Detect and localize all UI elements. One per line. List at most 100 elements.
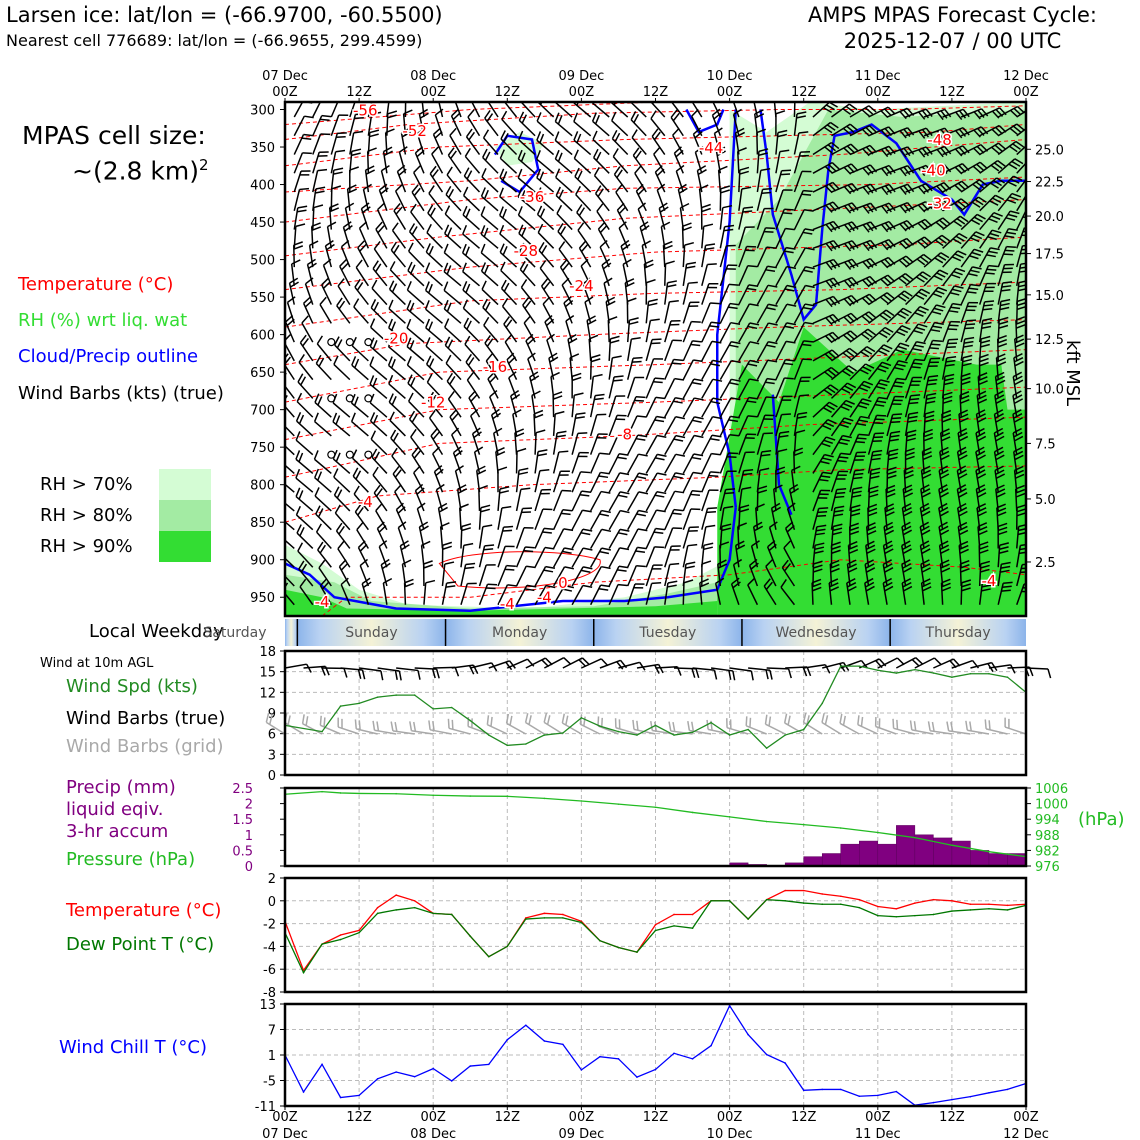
wind-barb (692, 127, 703, 155)
wind-barb (429, 165, 444, 193)
wind-barb (293, 205, 308, 230)
barb-feather (482, 148, 488, 158)
wind-barb (756, 449, 772, 474)
barb-feather (825, 104, 835, 111)
barb-feather (602, 262, 612, 270)
wind-barb (499, 149, 518, 174)
wind-barb (315, 523, 332, 549)
barb-feather (838, 456, 849, 459)
wind-barb (344, 202, 355, 230)
barb-feather (701, 203, 711, 209)
barb-feather (402, 559, 412, 565)
barb-feather (359, 243, 367, 252)
wind-barb (627, 472, 649, 493)
wind-barb (812, 418, 837, 437)
barb-feather (712, 378, 723, 382)
barb-shaft (428, 193, 444, 212)
barb-feather (333, 486, 340, 496)
barb-feather (406, 300, 412, 310)
barb-shaft (463, 195, 481, 212)
wind-barb (790, 465, 801, 493)
barb-feather (596, 203, 604, 212)
barb-feather (323, 717, 326, 727)
barb-feather (559, 259, 568, 268)
barb-feather (728, 283, 739, 286)
wind-barb (574, 167, 592, 193)
barb-shaft (314, 420, 332, 437)
barb-feather (406, 92, 415, 95)
barb-shaft (378, 546, 388, 568)
barb-feather (825, 280, 833, 289)
barb-feather (499, 149, 505, 159)
wind-barb (552, 450, 569, 474)
wind-barb (340, 577, 351, 606)
barb-feather (824, 353, 833, 361)
barb-feather (476, 465, 486, 472)
barb-shaft (783, 547, 796, 568)
barb-feather (411, 226, 418, 236)
barb-shaft (790, 470, 796, 493)
barb-feather (601, 258, 611, 266)
barb-feather (656, 168, 665, 177)
barb-feather (617, 532, 628, 536)
barb-feather (464, 335, 471, 345)
barb-feather (704, 247, 715, 251)
wind-barb (371, 279, 388, 306)
bottom-axis-date: 08 Dec (410, 1127, 456, 1140)
barb-feather (775, 110, 786, 115)
barb-feather (721, 523, 732, 528)
barb-feather (313, 204, 324, 209)
barb-feather (592, 130, 598, 140)
barb-feather (668, 721, 672, 732)
barb-feather (323, 258, 332, 266)
wind-barb (793, 228, 815, 249)
barb-feather (536, 131, 542, 141)
wind-barb (592, 130, 610, 156)
wind-barb (312, 102, 322, 118)
barb-feather (805, 284, 815, 289)
wind-barb (425, 243, 443, 268)
barb-feather (543, 281, 551, 290)
barb-feather (635, 150, 642, 160)
barb-shaft (682, 397, 695, 418)
barb-shaft (299, 586, 314, 606)
wind-barb (393, 203, 407, 230)
barb-feather (565, 314, 575, 322)
barb-feather (446, 265, 452, 275)
barb-feather (762, 187, 773, 191)
wind-barb (738, 186, 752, 211)
barb-shaft (664, 339, 674, 362)
wind-barb (517, 168, 536, 193)
barb-feather (466, 170, 473, 180)
wind-barb (552, 547, 574, 568)
barb-shaft (719, 507, 725, 530)
barb-feather (831, 541, 841, 546)
barb-feather (739, 170, 749, 175)
wind-barb (295, 450, 314, 475)
barb-feather (844, 224, 852, 233)
barb-feather (611, 111, 617, 121)
barb-feather (354, 719, 357, 729)
barb-shaft (388, 308, 406, 324)
dewpoint-line-point (599, 939, 601, 942)
barb-shaft (747, 584, 759, 606)
barb-feather (609, 339, 620, 344)
barb-feather (636, 513, 646, 517)
barb-feather (482, 129, 490, 139)
barb-shaft (664, 453, 677, 474)
barb-feather (841, 370, 851, 377)
barb-feather (449, 127, 457, 137)
barb-feather (413, 187, 421, 197)
barb-feather (499, 206, 504, 216)
barb-feather (811, 582, 822, 588)
barb-shaft (615, 191, 629, 212)
barb-feather (419, 112, 429, 119)
pressure-point (877, 831, 879, 834)
kft-tick-label: 2.5 (1035, 556, 1056, 571)
wind-barb (552, 566, 574, 587)
barb-feather (830, 142, 840, 150)
barb-shaft (425, 270, 443, 287)
barb-shaft (701, 416, 714, 437)
wind-barb (717, 559, 728, 587)
barb-feather (315, 186, 326, 190)
